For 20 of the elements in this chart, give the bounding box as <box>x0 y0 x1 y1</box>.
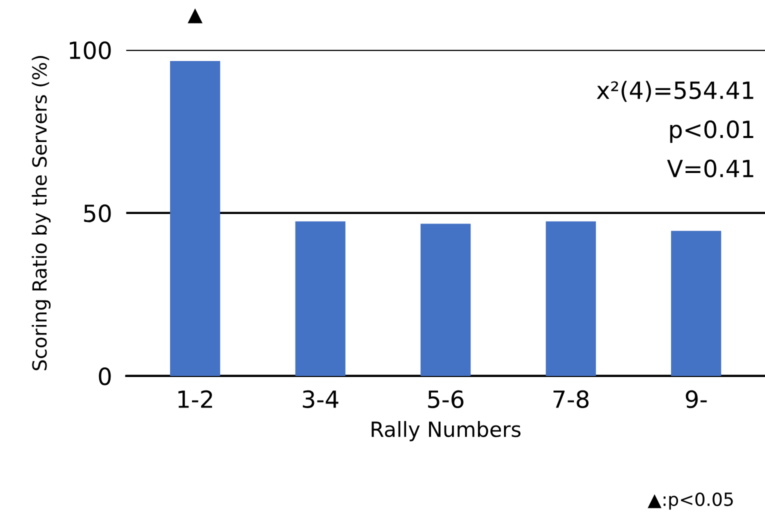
bar <box>170 61 220 376</box>
y-axis-title: Scoring Ratio by the Servers (%) <box>32 56 51 370</box>
y-tick-label: 100 <box>70 41 111 60</box>
bar <box>546 221 596 376</box>
y-tick-label: 0 <box>98 367 111 386</box>
bar <box>671 230 722 376</box>
x-tick-label: 1-2 <box>178 390 212 408</box>
annotation: V=0.41 <box>667 160 754 178</box>
y-tick-label: 50 <box>84 204 111 222</box>
bar <box>420 224 471 376</box>
x-tick-label: 9- <box>686 390 707 408</box>
text: ▲ <box>188 8 203 24</box>
annotation: p<0.01 <box>670 120 754 143</box>
x-tick-label: 5-6 <box>428 390 464 408</box>
x-tick-label: 7-8 <box>554 390 589 408</box>
bar <box>295 221 346 376</box>
annotation: x²(4)=554.41 <box>596 80 754 102</box>
x-tick-label: 3-4 <box>302 390 338 408</box>
x-axis-title: Rally Numbers <box>372 421 521 442</box>
text: ▲:p<0.05 <box>648 492 733 510</box>
